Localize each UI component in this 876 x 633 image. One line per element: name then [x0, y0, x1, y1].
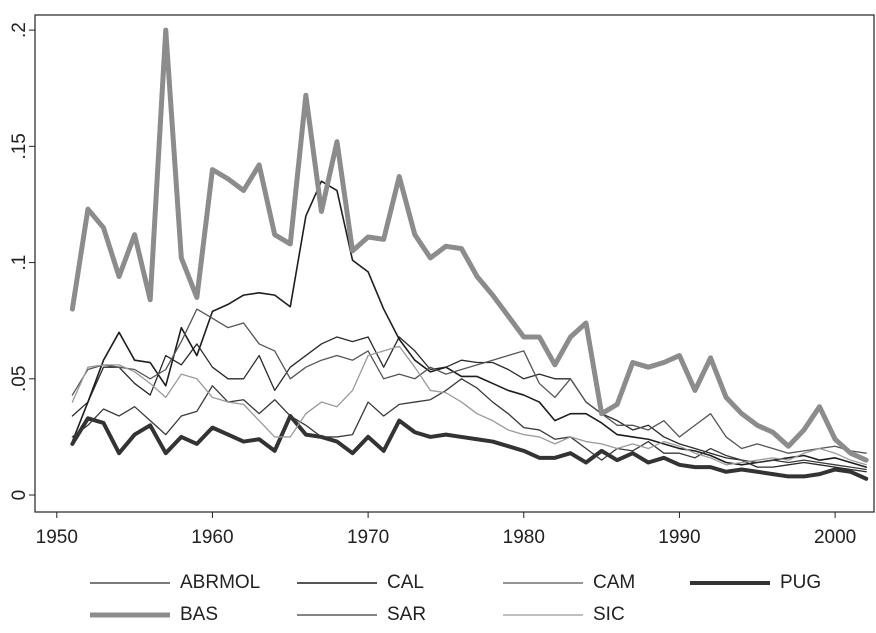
legend-label: ABRMOL [180, 572, 260, 593]
y-tick-label: .1 [9, 255, 30, 271]
y-tick-label: .15 [9, 133, 30, 159]
legend-label: PUG [780, 572, 821, 593]
y-tick-label: 0 [9, 490, 30, 501]
series-line [71, 378, 867, 471]
legend-label: SAR [387, 604, 426, 625]
series-line [70, 413, 869, 481]
x-tick-label: 1950 [36, 527, 78, 548]
x-tick-label: 1970 [347, 527, 389, 548]
y-tick-label: .2 [9, 22, 30, 38]
legend-label: CAM [593, 572, 635, 593]
series-line [69, 27, 869, 463]
plot-frame [34, 14, 875, 513]
x-tick-label: 2000 [814, 527, 856, 548]
x-tick-label: 1990 [658, 527, 700, 548]
legend-label: BAS [180, 604, 218, 625]
x-tick-label: 1980 [503, 527, 545, 548]
y-tick-label: .05 [9, 366, 30, 392]
x-tick-label: 1960 [191, 527, 233, 548]
series-line [71, 180, 868, 468]
series-line [71, 308, 867, 454]
series-line [71, 345, 867, 466]
series-line [71, 336, 867, 473]
legend-label: CAL [387, 572, 424, 593]
legend-label: SIC [593, 604, 625, 625]
